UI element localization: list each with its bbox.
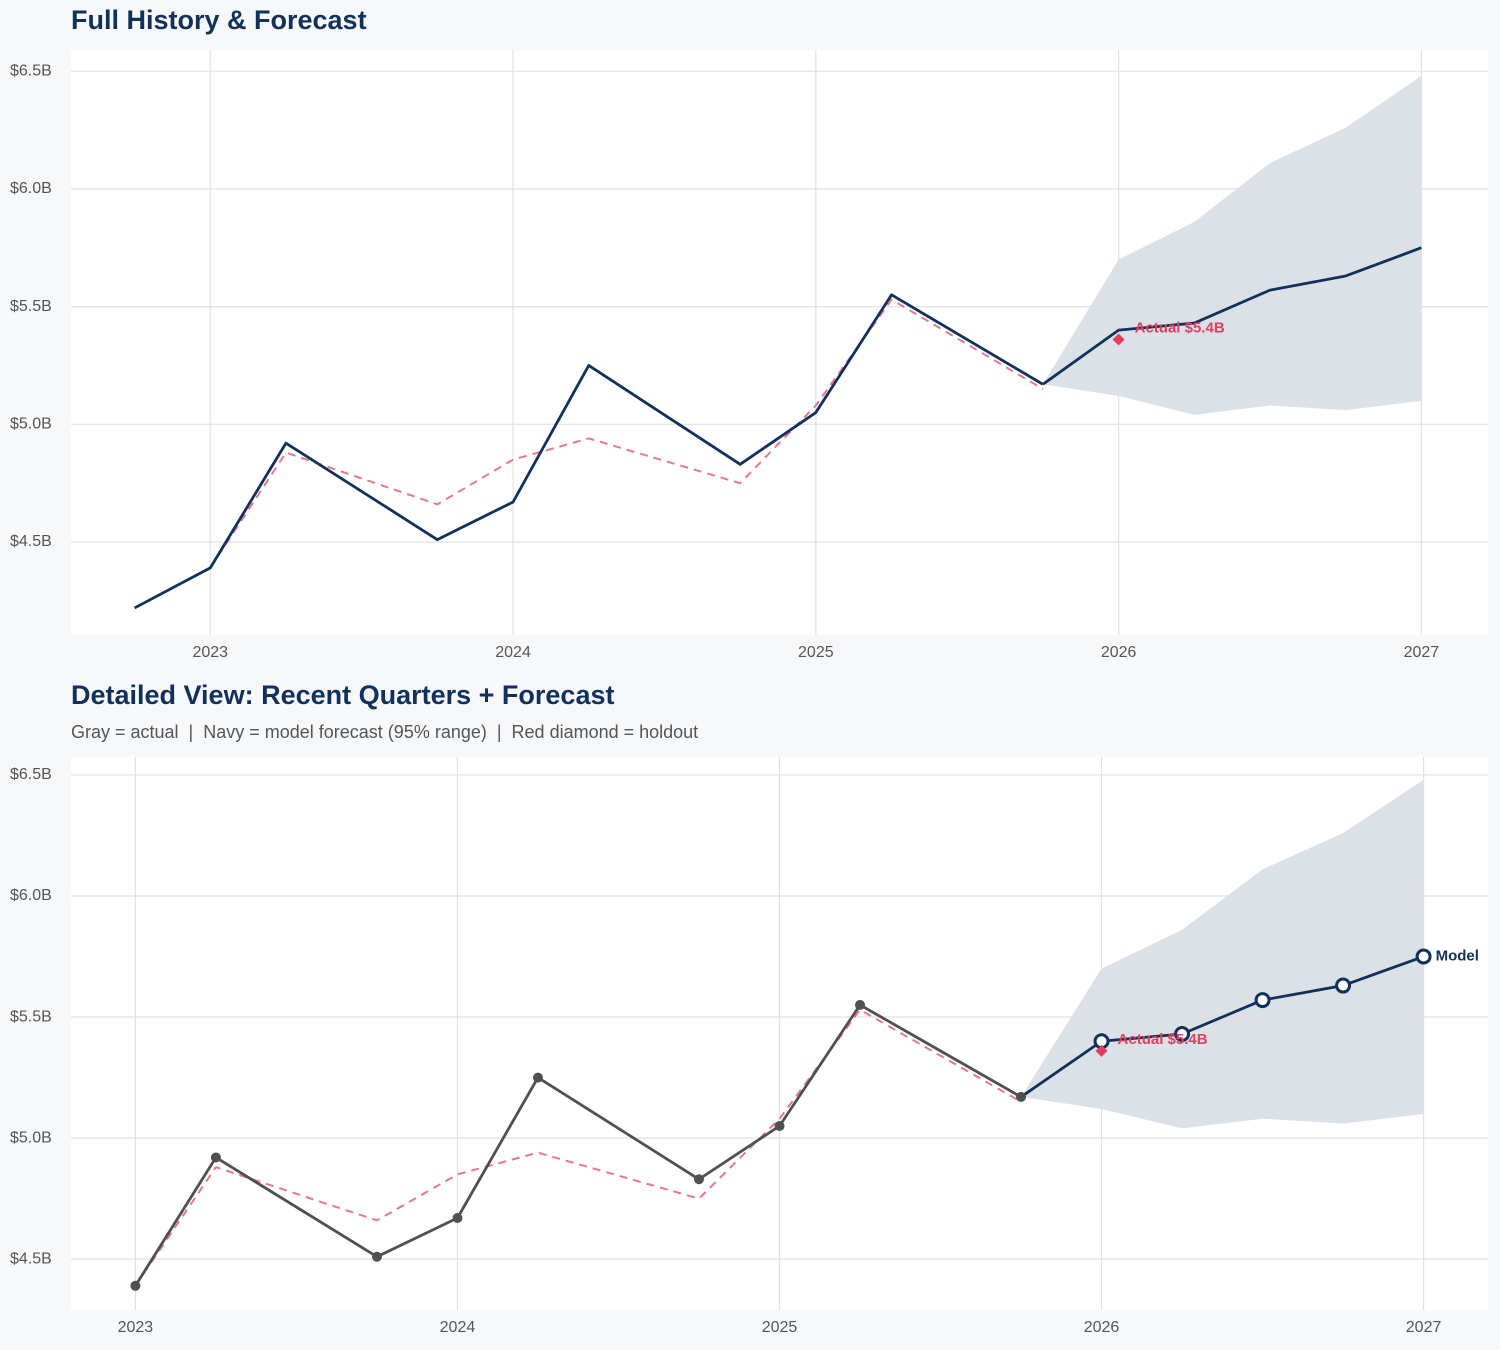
holdout-marker [1112,333,1125,346]
data-point [1335,977,1352,994]
y-tick-label: $6.0B [10,887,52,904]
data-point [1254,992,1271,1009]
chart-title: Detailed View: Recent Quarters + Forecas… [71,680,614,710]
series-line [1020,955,1425,1099]
y-tick-label: $5.0B [10,416,52,433]
data-point [210,1152,221,1163]
x-tick-label: 2026 [1101,644,1137,661]
holdout-label: Actual $5.4B [1135,320,1225,337]
y-tick-label: $4.5B [10,533,52,550]
y-tick-label: $6.0B [10,180,52,197]
data-point [452,1212,463,1223]
x-tick-label: 2025 [762,1319,798,1336]
series-end-label: Model [1436,947,1479,964]
y-tick-label: $6.5B [10,62,52,79]
x-tick-label: 2025 [798,644,834,661]
data-point [130,1280,141,1291]
x-tick-label: 2023 [192,644,228,661]
chart-title: Full History & Forecast [71,5,367,35]
y-tick-label: $6.5B [10,766,52,783]
forecast-band [1042,75,1422,415]
holdout-label: Actual $5.4B [1118,1031,1208,1048]
x-tick-label: 2027 [1406,1319,1442,1336]
y-tick-label: $5.5B [10,298,52,315]
y-tick-label: $4.5B [10,1250,52,1267]
x-tick-label: 2024 [495,644,531,661]
forecast-band [1021,779,1424,1129]
data-point [1174,1025,1191,1042]
x-tick-label: 2023 [118,1319,154,1336]
data-point [1016,1091,1027,1102]
y-tick-label: $5.0B [10,1129,52,1146]
holdout-marker [1095,1044,1108,1057]
series-line [1042,246,1422,386]
data-point [1415,948,1432,965]
series-line [133,293,1044,610]
x-tick-label: 2026 [1084,1319,1120,1336]
x-tick-label: 2027 [1404,644,1440,661]
data-point [855,999,866,1010]
chart-subtitle: Gray = actual | Navy = model forecast (9… [71,722,698,742]
x-tick-label: 2024 [440,1319,476,1336]
data-point [693,1174,704,1185]
data-point [532,1072,543,1083]
y-tick-label: $5.5B [10,1008,52,1025]
data-point [371,1251,382,1262]
data-point [774,1120,785,1131]
